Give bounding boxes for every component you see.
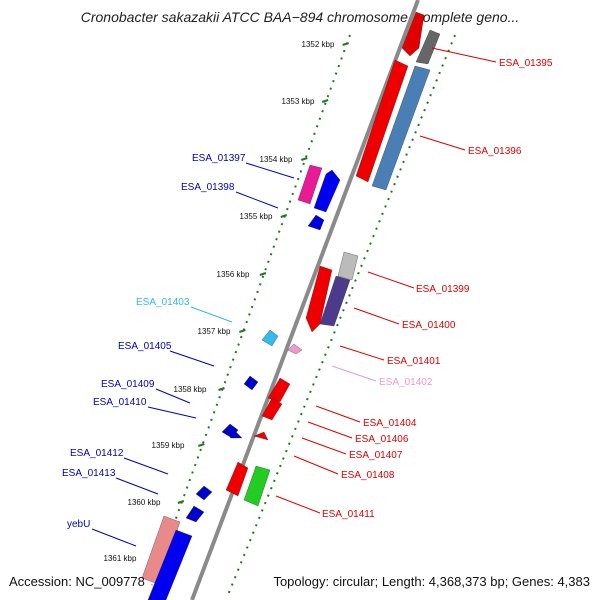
gene-label[interactable]: ESA_01397 (192, 153, 246, 164)
gene-label[interactable]: ESA_01412 (70, 448, 124, 459)
callout-line (419, 135, 466, 151)
callout-line (331, 365, 377, 382)
callout-line (235, 191, 279, 209)
gene-label[interactable]: yebU (67, 519, 90, 530)
callout-line (190, 306, 233, 323)
gene-esa-01400[interactable] (319, 275, 351, 327)
gene-esa-01397[interactable] (297, 164, 323, 205)
tick-group: 1352 kbp 1353 kbp 1354 kbp 1355 kbp 1356 kbp… (104, 40, 349, 563)
tick-mark (198, 443, 205, 447)
callout-line (115, 477, 159, 495)
callout-line (431, 47, 497, 63)
gene-esa-01407[interactable] (225, 461, 249, 497)
tick-label: 1352 kbp (302, 40, 335, 49)
chromosome-backbone (190, 0, 420, 600)
callout-line (307, 421, 353, 439)
gene-yebU[interactable] (141, 515, 181, 585)
tick-label: 1356 kbp (217, 270, 250, 279)
gene-esa-01396-track[interactable] (371, 65, 431, 191)
callout-line (91, 528, 137, 547)
gene-esa-01399[interactable] (305, 265, 333, 333)
gene-label[interactable]: ESA_01395 (499, 58, 553, 69)
gene-label[interactable]: ESA_01404 (363, 418, 417, 429)
gene-label[interactable]: ESA_01413 (62, 468, 116, 479)
tick-label: 1358 kbp (174, 385, 207, 394)
gene-label[interactable]: ESA_01407 (349, 450, 403, 461)
gene-esa-01395[interactable] (401, 11, 425, 57)
gene-esa-01397-track[interactable] (313, 169, 341, 213)
gene-esa-01402[interactable] (287, 343, 303, 355)
gene-esa-01398[interactable] (307, 214, 325, 231)
gene-label[interactable]: ESA_01410 (93, 397, 147, 408)
tick-label: 1360 kbp (128, 498, 161, 507)
gene-label[interactable]: ESA_01402 (379, 377, 433, 388)
topology-text: Topology: circular; Length: 4,368,373 bp… (273, 574, 590, 589)
callout-line (275, 495, 321, 514)
callout-line (339, 345, 385, 361)
gene-label[interactable]: ESA_01401 (387, 356, 441, 367)
feature-group (141, 11, 441, 600)
tick-label: 1361 kbp (104, 554, 137, 563)
tick-mark (218, 387, 225, 391)
tick-label: 1359 kbp (152, 441, 185, 450)
gene-esa-01406[interactable] (253, 431, 269, 441)
callout-line (367, 271, 415, 289)
gene-esa-01399-track[interactable] (337, 251, 359, 281)
tick-mark (177, 500, 185, 504)
gene-esa-01410[interactable] (229, 431, 243, 439)
tick-label: 1357 kbp (198, 327, 231, 336)
gene-esa-01413[interactable] (185, 505, 205, 523)
gene-esa-01404[interactable] (261, 397, 283, 421)
callout-line (353, 307, 400, 325)
callout-line (245, 162, 295, 179)
gene-label[interactable]: ESA_01405 (118, 341, 172, 352)
gene-esa-01412[interactable] (195, 485, 213, 501)
tick-mark (259, 272, 267, 276)
gene-esa-01405[interactable] (243, 375, 259, 391)
gene-yebU-track[interactable] (147, 529, 193, 600)
callout-line (147, 406, 197, 419)
gene-esa-01403[interactable] (261, 329, 279, 347)
tick-label: 1355 kbp (240, 212, 273, 221)
gene-label[interactable]: ESA_01408 (341, 470, 395, 481)
gene-label[interactable]: ESA_01400 (402, 320, 456, 331)
accession-text: Accession: NC_009778 (9, 574, 145, 589)
gene-esa-01408[interactable] (243, 465, 271, 507)
gene-label[interactable]: ESA_01399 (416, 284, 470, 295)
gene-label[interactable]: ESA_01409 (101, 379, 155, 390)
gene-label[interactable]: ESA_01396 (468, 146, 522, 157)
tick-mark (280, 214, 288, 218)
callout-line (123, 457, 169, 475)
tick-mark (300, 157, 308, 161)
callout-line (169, 350, 215, 367)
gene-esa-01396[interactable] (355, 59, 409, 183)
gene-label[interactable]: ESA_01398 (181, 182, 235, 193)
gene-label[interactable]: ESA_01411 (322, 509, 375, 520)
gene-label[interactable]: ESA_01406 (355, 434, 409, 445)
gene-label[interactable]: ESA_01403 (136, 297, 190, 308)
label-group: ESA_01395 ESA_01396 ESA_01397 ESA_01398 ESA_… (62, 47, 553, 547)
callout-line (315, 405, 361, 423)
tick-label: 1353 kbp (282, 97, 315, 106)
tick-mark (321, 99, 329, 103)
callout-line (301, 437, 347, 455)
outer-dotted-rail (151, 34, 351, 586)
tick-label: 1354 kbp (260, 155, 293, 164)
callout-line (155, 388, 191, 404)
callout-line (293, 455, 339, 475)
tick-mark (342, 42, 349, 46)
gene-esa-01395-track[interactable] (415, 29, 441, 65)
tick-mark (239, 329, 246, 333)
